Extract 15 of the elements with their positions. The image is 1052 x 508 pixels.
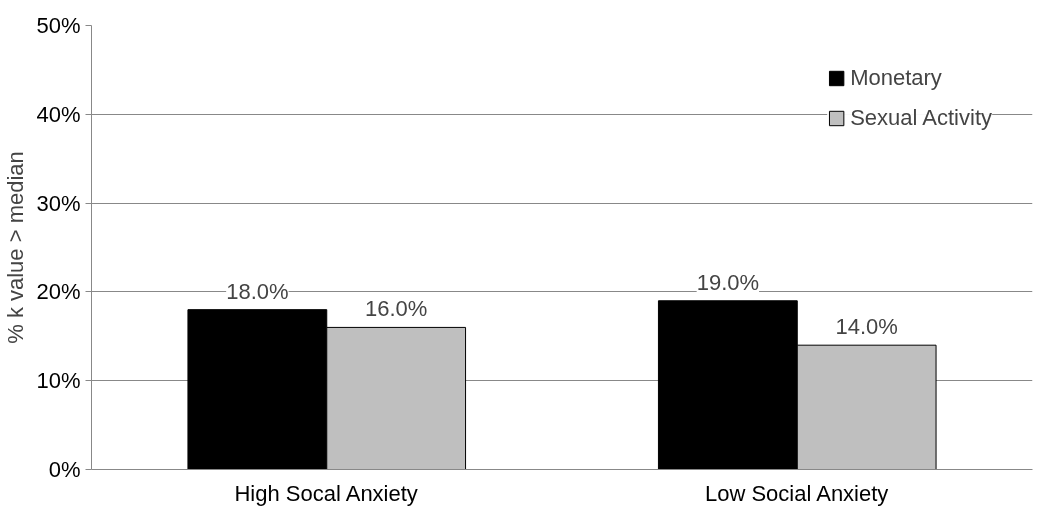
x-tick-label: Low Social Anxiety xyxy=(704,480,889,506)
y-tick-label: 30% xyxy=(36,190,81,216)
y-tick-label: 40% xyxy=(36,101,81,127)
y-tick-label: 20% xyxy=(36,279,81,305)
data-label: 16.0% xyxy=(364,296,428,322)
legend-label: Monetary xyxy=(850,65,942,91)
legend-label: Sexual Activity xyxy=(850,105,992,131)
y-axis-title: % k value > median xyxy=(3,151,29,344)
y-tick-label: 50% xyxy=(36,13,81,38)
data-label: 14.0% xyxy=(835,314,898,340)
x-tick-label: High Socal Anxiety xyxy=(234,480,418,506)
y-tick-label: 0% xyxy=(48,457,81,482)
data-label: 18.0% xyxy=(226,278,289,304)
data-label: 19.0% xyxy=(696,269,760,295)
y-tick-label: 10% xyxy=(36,368,81,394)
